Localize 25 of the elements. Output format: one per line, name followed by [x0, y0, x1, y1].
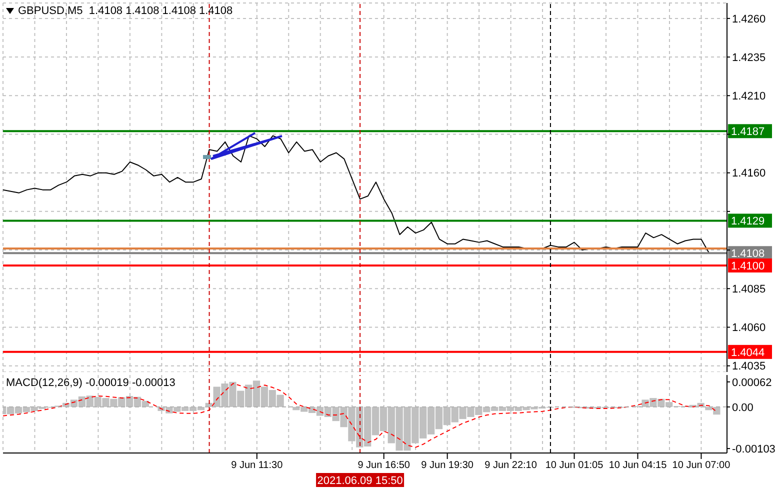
x-tick-label: 9 Jun 22:10 [484, 460, 538, 472]
x-tick-label: 10 Jun 07:00 [672, 460, 731, 472]
y-tick-label: 0.00062 [732, 376, 772, 389]
x-tick-label: 9 Jun 16:50 [358, 460, 410, 472]
ref-line-label: 1.4129 [731, 216, 765, 228]
y-tick-label: 1.4260 [732, 13, 766, 26]
x-tick-label: 10 Jun 04:15 [608, 460, 668, 472]
text: 2021.06.09 15:50 [317, 475, 403, 487]
y-tick-label: -0.00103 [732, 443, 776, 456]
chart-title: GBPUSD,M5 1.4108 1.4108 1.4108 1.4108 [18, 5, 233, 17]
chart-title: MACD(12,26,9) -0.00019 -0.00013 [6, 377, 176, 389]
y-tick-label: 1.4160 [732, 168, 766, 180]
y-tick-label: 0.00 [732, 402, 754, 414]
ref-line-label: 1.4044 [731, 346, 765, 359]
y-tick-label: 1.4085 [732, 284, 766, 296]
ref-line-label: 1.4187 [731, 126, 765, 138]
y-tick-label: 1.4235 [732, 52, 766, 64]
ref-line-label: 1.4100 [731, 260, 765, 272]
x-tick-label: 10 Jun 01:05 [545, 460, 604, 472]
x-tick-label: 9 Jun 11:30 [231, 460, 284, 472]
x-tick-label: 9 Jun 19:30 [421, 460, 474, 472]
y-tick-label: 1.4210 [732, 90, 766, 103]
y-tick-label: 1.4060 [732, 322, 766, 334]
y-tick-label: 1.4035 [732, 360, 766, 373]
ref-line-label: 1.4108 [731, 248, 765, 260]
